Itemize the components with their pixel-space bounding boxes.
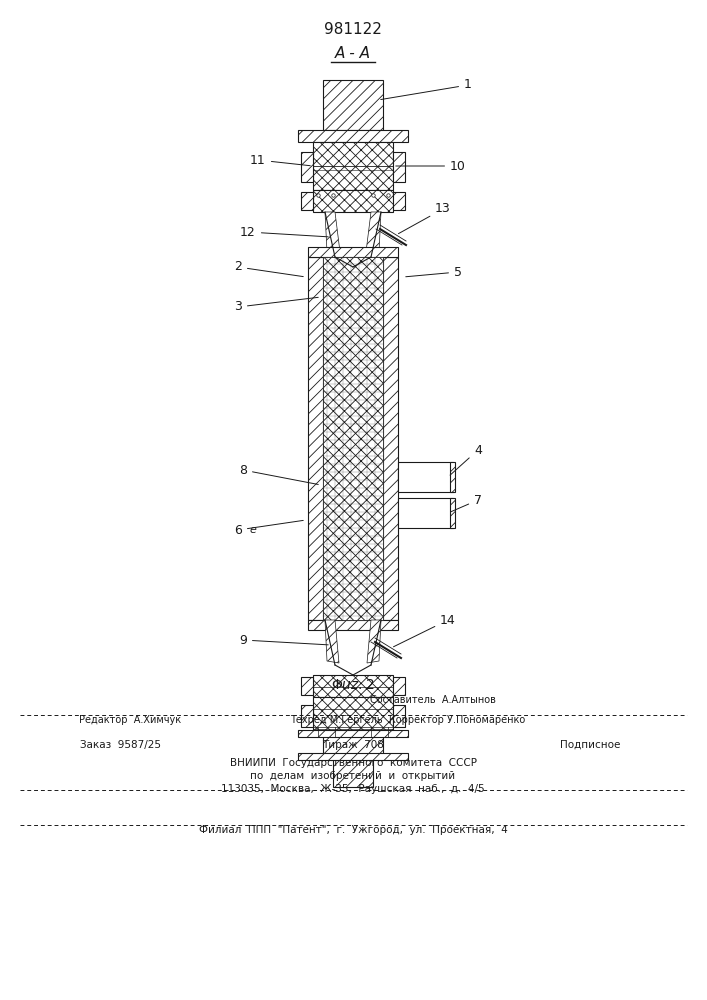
Polygon shape	[323, 732, 383, 757]
Text: Филиал  ППП  "Патент",  г.  Ужгород,  ул.  Проектная,  4: Филиал ППП "Патент", г. Ужгород, ул. Про…	[199, 825, 508, 835]
Polygon shape	[301, 677, 313, 695]
Text: 14: 14	[394, 613, 456, 647]
Text: 5: 5	[406, 265, 462, 278]
Text: 2: 2	[234, 260, 303, 277]
Polygon shape	[450, 462, 455, 492]
Polygon shape	[398, 508, 445, 518]
Text: 13: 13	[399, 202, 451, 234]
Polygon shape	[313, 675, 393, 697]
Text: 3: 3	[234, 297, 318, 314]
Text: 12: 12	[240, 226, 328, 238]
Polygon shape	[323, 80, 383, 130]
Text: Тираж  708: Тираж 708	[322, 740, 384, 750]
Text: 4: 4	[450, 444, 482, 475]
Polygon shape	[308, 620, 398, 630]
Text: Редактор  А.Химчук: Редактор А.Химчук	[79, 715, 181, 725]
Text: по  делам  изобретений  и  открытий: по делам изобретений и открытий	[250, 771, 455, 781]
Polygon shape	[308, 257, 323, 620]
Polygon shape	[333, 757, 373, 787]
Polygon shape	[323, 257, 383, 620]
Text: 7: 7	[450, 493, 482, 512]
Polygon shape	[398, 472, 445, 482]
Polygon shape	[398, 462, 453, 492]
Text: Подписное: Подписное	[560, 740, 620, 750]
Polygon shape	[301, 152, 313, 182]
Polygon shape	[393, 192, 405, 210]
Text: e: e	[250, 525, 257, 535]
Polygon shape	[325, 212, 340, 252]
Text: Заказ  9587/25: Заказ 9587/25	[80, 740, 161, 750]
Text: 10: 10	[396, 159, 466, 172]
Polygon shape	[298, 753, 408, 760]
Text: 1: 1	[381, 79, 472, 100]
Polygon shape	[393, 705, 405, 727]
Text: 981122: 981122	[324, 22, 382, 37]
Polygon shape	[393, 152, 405, 182]
Polygon shape	[308, 247, 398, 257]
Text: ВНИИПИ  Государственного  комитета  СССР: ВНИИПИ Государственного комитета СССР	[230, 758, 477, 768]
Polygon shape	[301, 192, 313, 210]
Polygon shape	[367, 620, 381, 663]
Text: 11: 11	[250, 153, 310, 166]
Polygon shape	[325, 620, 339, 663]
Polygon shape	[393, 677, 405, 695]
Polygon shape	[313, 190, 393, 212]
Text: A - A: A - A	[335, 46, 371, 62]
Text: Составитель  А.Алтынов: Составитель А.Алтынов	[370, 695, 496, 705]
Polygon shape	[313, 142, 393, 190]
Polygon shape	[450, 498, 455, 528]
Text: 113035,  Москва,  Ж-35,  Раушская  наб.,  д.  4/5: 113035, Москва, Ж-35, Раушская наб., д. …	[221, 784, 485, 794]
Polygon shape	[366, 212, 381, 252]
Polygon shape	[398, 498, 453, 528]
Text: 8: 8	[239, 464, 318, 484]
Polygon shape	[301, 705, 313, 727]
Polygon shape	[383, 257, 398, 620]
Polygon shape	[298, 730, 408, 737]
Polygon shape	[313, 697, 393, 732]
Text: $\Phi u z. 2$: $\Phi u z. 2$	[332, 678, 375, 692]
Text: Техред М.Гергель  Корректор У.Пономаренко: Техред М.Гергель Корректор У.Пономаренко	[291, 715, 525, 725]
Text: 9: 9	[239, 634, 328, 647]
Text: 6: 6	[234, 520, 303, 536]
Polygon shape	[298, 130, 408, 142]
